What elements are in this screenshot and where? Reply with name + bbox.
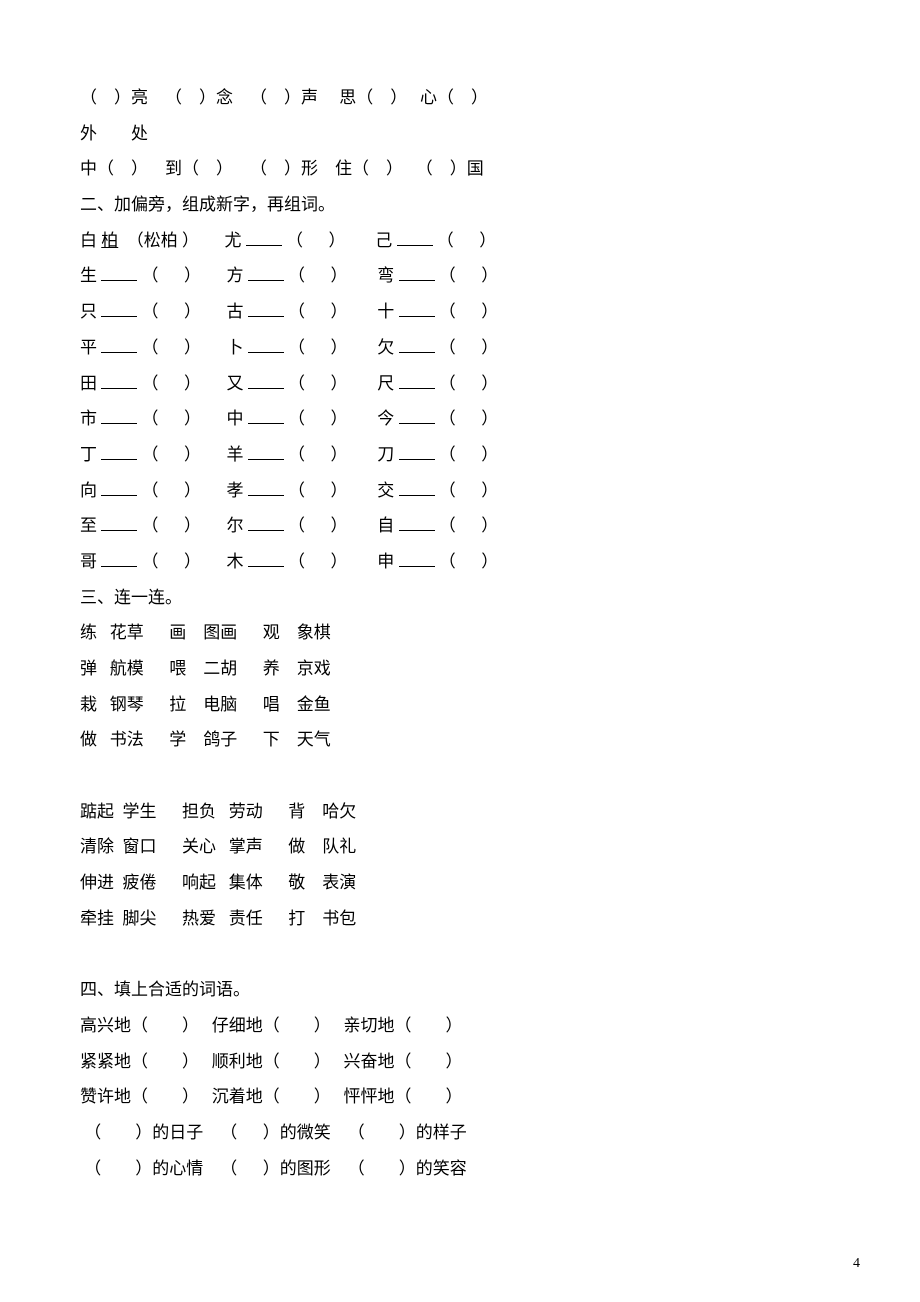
- s3-row: 伸进 疲倦 响起 集体 敬 表演: [80, 865, 840, 901]
- s3-row: 踮起 学生 担负 劳动 背 哈欠: [80, 794, 840, 830]
- s2-row: 哥 （ ） 木 （ ） 申 （ ）: [80, 544, 840, 580]
- s2-row: 市 （ ） 中 （ ） 今 （ ）: [80, 401, 840, 437]
- s3-row: 清除 窗口 关心 掌声 做 队礼: [80, 829, 840, 865]
- s4-row: 紧紧地（ ） 顺利地（ ） 兴奋地（ ）: [80, 1044, 840, 1080]
- s3-title: 三、连一连。: [80, 580, 840, 616]
- s2-title: 二、加偏旁，组成新字，再组词。: [80, 187, 840, 223]
- s4-row: （ ）的日子 （ ）的微笑 （ ）的样子: [80, 1115, 840, 1151]
- s1-r3: 中（ ） 到（ ） （ ）形 住（ ） （ ）国: [80, 151, 840, 187]
- s4-row: 高兴地（ ） 仔细地（ ） 亲切地（ ）: [80, 1008, 840, 1044]
- s3-row: 弹 航模 喂 二胡 养 京戏: [80, 651, 840, 687]
- s2-row: 生 （ ） 方 （ ） 弯 （ ）: [80, 258, 840, 294]
- s2-row: 白 柏 （松柏 ） 尤 （ ） 己 （ ）: [80, 223, 840, 259]
- s3-row: 栽 钢琴 拉 电脑 唱 金鱼: [80, 687, 840, 723]
- s2-row: 至 （ ） 尔 （ ） 自 （ ）: [80, 508, 840, 544]
- s3-gap: [80, 758, 840, 794]
- s3-row: 做 书法 学 鸽子 下 天气: [80, 722, 840, 758]
- s2-row: 向 （ ） 孝 （ ） 交 （ ）: [80, 473, 840, 509]
- s2-row: 田 （ ） 又 （ ） 尺 （ ）: [80, 366, 840, 402]
- s2-row: 只 （ ） 古 （ ） 十 （ ）: [80, 294, 840, 330]
- page-number: 4: [853, 1256, 860, 1272]
- s1-r2: 外 处: [80, 116, 840, 152]
- s2-row: 平 （ ） 卜 （ ） 欠 （ ）: [80, 330, 840, 366]
- gap: [80, 937, 840, 973]
- s3-row: 练 花草 画 图画 观 象棋: [80, 615, 840, 651]
- s4-title: 四、填上合适的词语。: [80, 972, 840, 1008]
- s1-r1: （ ）亮 （ ）念 （ ）声 思（ ） 心（ ）: [80, 80, 840, 116]
- s2-row: 丁 （ ） 羊 （ ） 刀 （ ）: [80, 437, 840, 473]
- s4-row: （ ）的心情 （ ）的图形 （ ）的笑容: [80, 1151, 840, 1187]
- s3-row: 牵挂 脚尖 热爱 责任 打 书包: [80, 901, 840, 937]
- s4-row: 赞许地（ ） 沉着地（ ） 怦怦地（ ）: [80, 1079, 840, 1115]
